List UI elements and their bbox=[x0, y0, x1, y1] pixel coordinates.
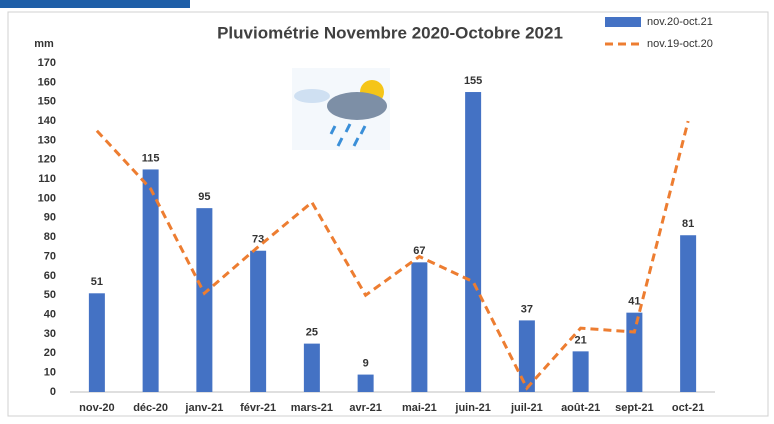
y-tick-label: 90 bbox=[44, 212, 56, 224]
y-tick-label: 170 bbox=[38, 57, 56, 69]
x-tick-label: févr-21 bbox=[240, 402, 276, 414]
y-tick-label: 120 bbox=[38, 154, 56, 166]
y-tick-label: 40 bbox=[44, 308, 56, 320]
y-tick-label: 80 bbox=[44, 231, 56, 243]
y-axis-label: mm bbox=[34, 38, 54, 50]
y-tick-label: 10 bbox=[44, 367, 56, 379]
y-tick-label: 130 bbox=[38, 134, 56, 146]
bar bbox=[357, 374, 374, 392]
bar bbox=[196, 208, 213, 392]
data-label: 41 bbox=[628, 296, 640, 308]
bar bbox=[626, 312, 643, 392]
y-tick-label: 160 bbox=[38, 76, 56, 88]
x-tick-label: avr-21 bbox=[349, 402, 381, 414]
legend-label: nov.19-oct.20 bbox=[647, 38, 713, 50]
data-label: 25 bbox=[306, 327, 318, 339]
data-label: 21 bbox=[575, 334, 587, 346]
x-tick-label: nov-20 bbox=[79, 402, 114, 414]
x-tick-label: oct-21 bbox=[672, 402, 704, 414]
x-tick-label: mai-21 bbox=[402, 402, 437, 414]
x-tick-label: juin-21 bbox=[454, 402, 490, 414]
y-tick-label: 60 bbox=[44, 270, 56, 282]
y-tick-label: 20 bbox=[44, 347, 56, 359]
y-tick-label: 110 bbox=[38, 173, 56, 185]
data-label: 67 bbox=[413, 245, 425, 257]
data-label: 37 bbox=[521, 303, 533, 315]
bar bbox=[303, 343, 320, 392]
x-tick-label: mars-21 bbox=[291, 402, 333, 414]
bar bbox=[250, 250, 267, 392]
data-label: 73 bbox=[252, 234, 264, 246]
x-tick-label: juil-21 bbox=[510, 402, 543, 414]
chart-title: Pluviométrie Novembre 2020-Octobre 2021 bbox=[217, 23, 563, 42]
data-label: 115 bbox=[142, 152, 160, 164]
legend-label: nov.20-oct.21 bbox=[647, 16, 713, 28]
x-tick-label: août-21 bbox=[561, 402, 600, 414]
y-tick-label: 0 bbox=[50, 386, 56, 398]
y-tick-label: 70 bbox=[44, 250, 56, 262]
bar bbox=[88, 293, 105, 392]
data-label: 51 bbox=[91, 276, 103, 288]
bar bbox=[572, 351, 589, 392]
window-edge bbox=[0, 0, 190, 8]
bar bbox=[465, 92, 482, 392]
legend-swatch bbox=[605, 17, 641, 27]
data-label: 155 bbox=[464, 75, 482, 87]
y-tick-label: 150 bbox=[38, 96, 56, 108]
bar bbox=[142, 169, 159, 392]
bar bbox=[518, 320, 535, 392]
x-tick-label: sept-21 bbox=[615, 402, 654, 414]
y-tick-label: 140 bbox=[38, 115, 56, 127]
x-tick-label: déc-20 bbox=[133, 402, 168, 414]
bar bbox=[411, 262, 428, 392]
data-label: 9 bbox=[363, 357, 369, 369]
data-label: 95 bbox=[198, 191, 210, 203]
x-tick-label: janv-21 bbox=[184, 402, 223, 414]
data-label: 81 bbox=[682, 218, 694, 230]
y-tick-label: 100 bbox=[38, 192, 56, 204]
bar bbox=[680, 235, 697, 392]
weather-icon bbox=[292, 68, 390, 150]
y-tick-label: 30 bbox=[44, 328, 56, 340]
y-tick-label: 50 bbox=[44, 289, 56, 301]
